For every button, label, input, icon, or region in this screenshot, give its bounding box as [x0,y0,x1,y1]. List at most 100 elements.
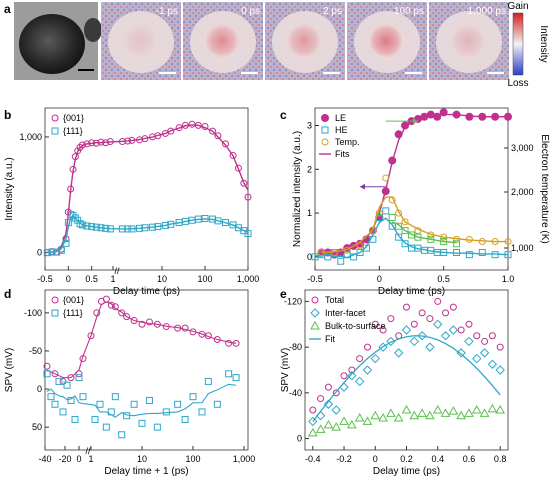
data-point [102,295,110,303]
colorbar-gradient [512,12,524,76]
data-point [74,147,82,155]
data-point [153,320,161,328]
data-point [339,416,349,425]
data-point [102,423,110,431]
data-point [317,248,325,256]
data-point [229,151,237,159]
x-tick-label: 10 [137,454,147,464]
y-tick-label: -80 [289,342,302,352]
data-point [491,251,499,259]
data-point [141,224,149,232]
data-point [427,235,435,243]
y2-tick-label: 1,000 [511,243,534,253]
x-tick-label: -0.5 [307,274,323,284]
data-point [51,370,59,378]
data-point [130,316,138,324]
data-point [487,403,498,413]
data-point [343,246,351,254]
data-point [362,365,373,375]
arrow-left-head [360,183,366,190]
panel-c-chart: 0 1 2 3 1,000 2,000 3,000 -0.5 0 0.5 1.0 Delay time… [292,107,550,297]
data-point [339,382,349,392]
data-point [88,139,96,147]
data-point [201,123,209,131]
data-point [78,141,86,149]
data-point [209,127,217,135]
data-point [107,408,115,416]
panel-e-label: e [280,287,287,301]
data-point [75,374,83,382]
panel-b-label: b [4,108,11,122]
data-point [175,124,183,132]
frame-label: 100 ps [394,6,424,17]
data-point [194,215,202,223]
fit-line [312,335,501,422]
data-point [118,431,126,439]
data-point [71,416,79,424]
data-point [473,332,481,340]
data-point [427,231,435,239]
data-point [393,348,404,358]
y-tick-label: 0 [37,248,42,258]
x-tick-label: 1.0 [502,274,515,284]
tem-neighbor [84,18,102,42]
data-point [59,408,67,416]
data-point [232,339,240,347]
data-point [204,377,212,385]
data-point [97,224,105,232]
data-point [222,219,230,227]
data-point [308,416,318,427]
data-point [434,297,442,305]
data-point [382,174,390,182]
data-point [332,389,340,397]
data-point [456,348,466,358]
data-point [324,383,332,391]
x-tick-label: 0.5 [437,274,450,284]
x-tick-label: -20 [58,454,71,464]
legend-marker [51,127,59,135]
data-point [62,239,70,247]
data-point [370,353,380,364]
data-point [418,309,426,317]
data-point [76,143,84,151]
data-point [194,121,202,129]
data-point [464,336,474,347]
data-point [388,156,397,165]
data-point [309,406,317,414]
data-point [375,209,383,217]
data-point [487,359,498,369]
data-point [478,112,487,121]
data-point [410,320,418,328]
data-point [425,410,435,420]
data-point [43,249,51,257]
data-point [356,248,364,256]
x-tick-label: 0.8 [494,454,507,464]
data-point [478,248,486,256]
data-point [118,309,126,317]
data-point [145,396,153,404]
legend-label: {111} [63,126,83,136]
colorbar: Gain Loss Intensity [507,1,549,89]
data-point [414,233,422,241]
data-point [189,328,197,336]
data-point [440,238,448,246]
data-point [118,225,126,233]
panel-a-label: a [4,2,11,16]
plot-frame [44,289,249,451]
y-tick-label: 2 [307,164,312,174]
data-point [323,419,334,429]
data-point [362,244,370,252]
data-point [244,230,252,238]
y-tick-label: 3 [307,121,312,131]
data-point [369,227,377,235]
legend-label: Total [325,295,344,305]
data-point [189,393,197,401]
data-point [123,412,131,420]
legend-marker [51,309,59,317]
data-point [417,331,427,341]
data-point [88,223,96,231]
legend-label: Temp. [335,137,360,147]
x-tick-label: 0 [377,274,382,284]
